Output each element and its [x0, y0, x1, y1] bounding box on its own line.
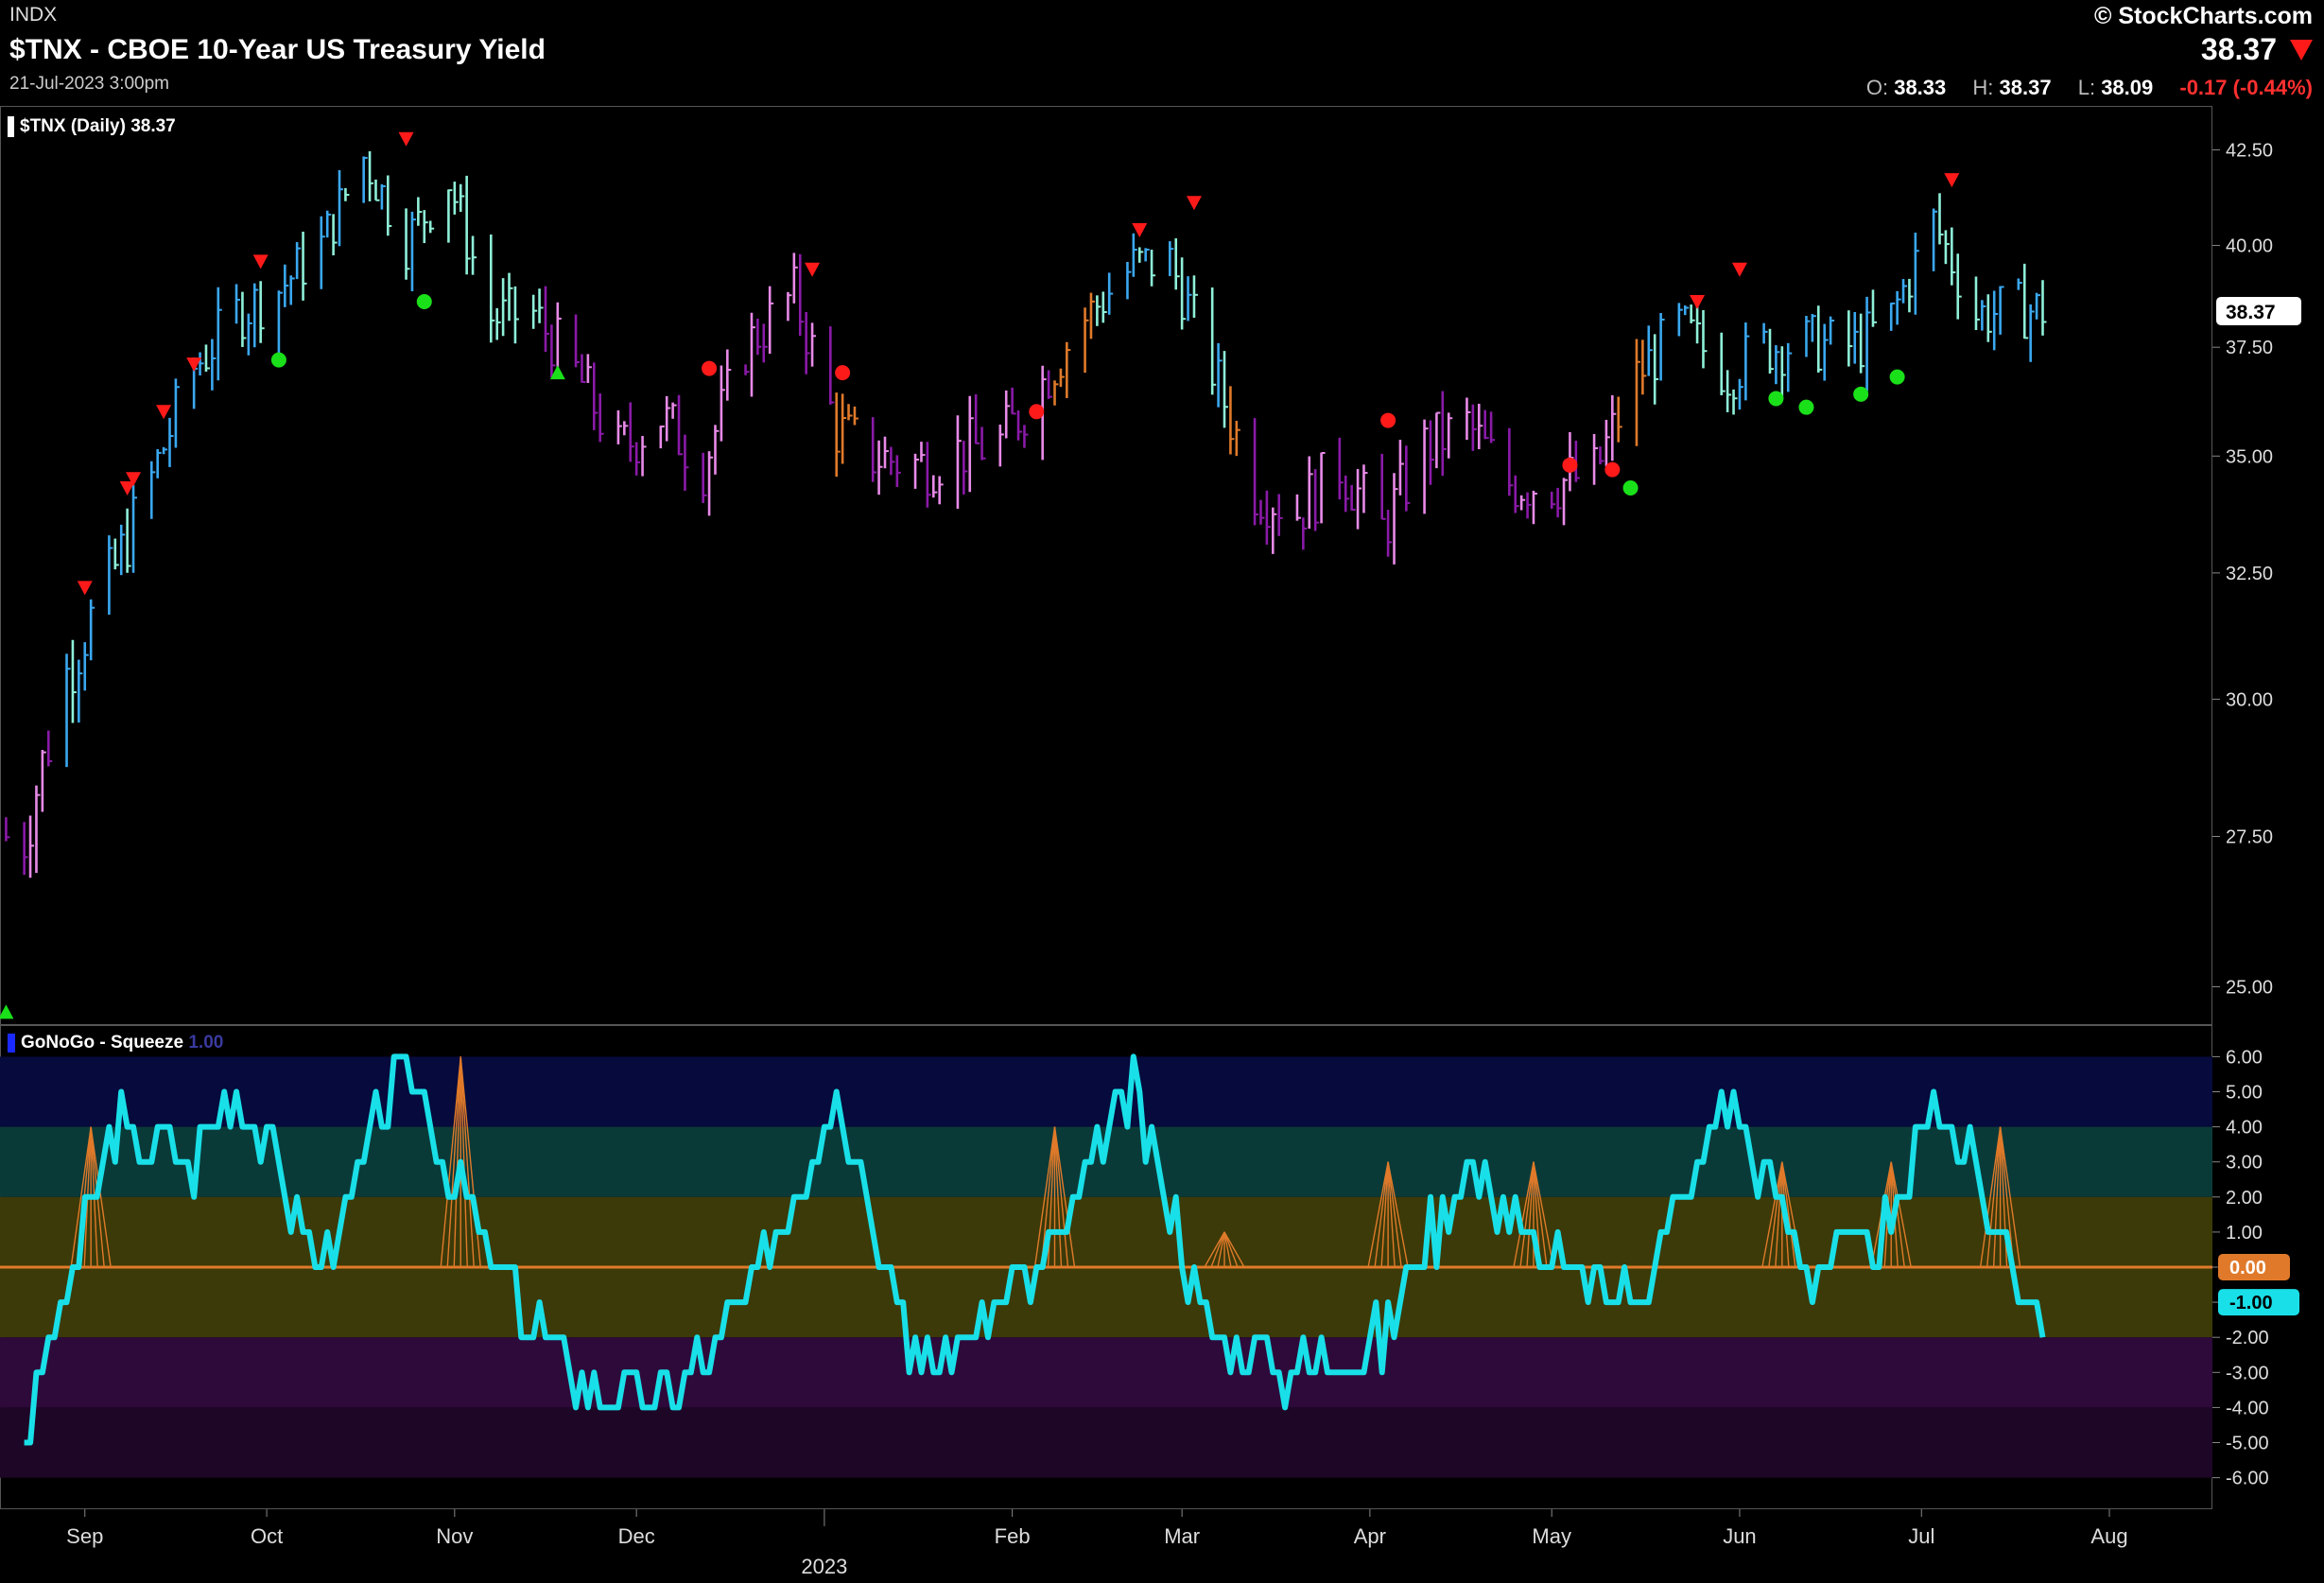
- brand-logo[interactable]: © StockCharts.com: [2094, 3, 2313, 29]
- osc-tick-label: 3.00: [2226, 1153, 2263, 1174]
- price-tick-label: 40.00: [2226, 236, 2273, 257]
- price-panel[interactable]: [0, 106, 2212, 1025]
- chart-header: INDX $TNX - CBOE 10-Year US Treasury Yie…: [0, 0, 2324, 106]
- ohlc-readout: O: 38.33 H: 38.37 L: 38.09 -0.17 (-0.44%…: [1866, 76, 2313, 100]
- price-tick-label: 30.00: [2226, 689, 2273, 710]
- price-tick-label: 32.50: [2226, 564, 2273, 584]
- x-tick-label: Jun: [1723, 1524, 1756, 1548]
- last-price: 38.37: [2200, 32, 2277, 66]
- price-tick-label: 37.50: [2226, 338, 2273, 358]
- legend-marker-osc: [8, 1033, 15, 1052]
- high-label: H:: [1972, 76, 1994, 99]
- osc-tick-label: 6.00: [2226, 1047, 2263, 1068]
- price-tick-label: 25.00: [2226, 977, 2273, 998]
- high-value: 38.37: [1999, 76, 2052, 99]
- x-tick-label: Dec: [618, 1524, 655, 1548]
- open-value: 38.33: [1894, 76, 1947, 99]
- price-legend: $TNX (Daily) 38.37: [8, 116, 176, 137]
- down-arrow-icon: [2290, 40, 2313, 61]
- chart-date: 21-Jul-2023 3:00pm: [9, 74, 169, 94]
- x-axis: Sep Oct Nov Dec Feb Mar Apr May Jun Jul Aug 2023: [66, 1509, 2128, 1578]
- x-tick-label: Mar: [1164, 1524, 1200, 1548]
- x-tick-label: Sep: [66, 1524, 103, 1548]
- osc-tick-label: 2.00: [2226, 1188, 2263, 1209]
- oscillator-panel[interactable]: [0, 1025, 2212, 1509]
- price-tick-label: 42.50: [2226, 140, 2273, 161]
- x-tick-label: Oct: [251, 1524, 283, 1548]
- low-label: L:: [2077, 76, 2096, 99]
- zero-value-tag: [2218, 1254, 2290, 1280]
- zero-value-text: 0.00: [2229, 1258, 2266, 1279]
- x-tick-label: May: [1532, 1524, 1571, 1548]
- x-tick-label: Jul: [1908, 1524, 1934, 1548]
- osc-tick-label: 1.00: [2226, 1223, 2263, 1244]
- osc-tick-label: 4.00: [2226, 1118, 2263, 1139]
- price-legend-text: $TNX (Daily) 38.37: [20, 116, 176, 137]
- x-tick-label: Apr: [1354, 1524, 1386, 1548]
- price-tick-label: 35.00: [2226, 446, 2273, 467]
- osc-tick-label: -3.00: [2226, 1363, 2269, 1383]
- osc-tick-label: -2.00: [2226, 1328, 2269, 1348]
- low-value: 38.09: [2101, 76, 2154, 99]
- price-tick-label: 27.50: [2226, 827, 2273, 848]
- osc-legend-faint: 1.00: [188, 1033, 224, 1052]
- last-value-tag: [2216, 296, 2301, 325]
- oscillator-legend: GoNoGo - Squeeze 1.00: [8, 1033, 223, 1053]
- osc-tick-label: -1.00: [2226, 1293, 2269, 1313]
- open-label: O:: [1865, 76, 1889, 99]
- osc-tick-label: -5.00: [2226, 1434, 2269, 1454]
- price-axis: 42.50 40.00 37.50 35.00 32.50 30.00 27.50 25.00…: [2212, 140, 2301, 998]
- x-tick-label: Feb: [995, 1524, 1031, 1548]
- osc-tick-label: 5.00: [2226, 1082, 2263, 1103]
- legend-marker: [8, 116, 14, 137]
- osc-tick-label: 0.00: [2226, 1258, 2263, 1279]
- year-label: 2023: [801, 1555, 847, 1578]
- x-tick-label: Nov: [436, 1524, 473, 1548]
- chart-title: $TNX - CBOE 10-Year US Treasury Yield: [9, 34, 546, 65]
- exchange-label: INDX: [9, 4, 58, 26]
- oscillator-axis: 6.00 5.00 4.00 3.00 2.00 1.00 0.00 -1.00 -2.00 -3…: [2212, 1047, 2299, 1489]
- x-tick-label: Aug: [2090, 1524, 2127, 1548]
- change-value: -0.17 (-0.44%): [2179, 76, 2313, 99]
- osc-tick-label: -6.00: [2226, 1469, 2269, 1489]
- osc-last-tag: [2218, 1289, 2299, 1316]
- osc-legend-text: GoNoGo - Squeeze: [21, 1033, 184, 1052]
- osc-last-text: -1.00: [2229, 1293, 2273, 1313]
- osc-tick-label: -4.00: [2226, 1398, 2269, 1418]
- last-value-text: 38.37: [2226, 302, 2276, 323]
